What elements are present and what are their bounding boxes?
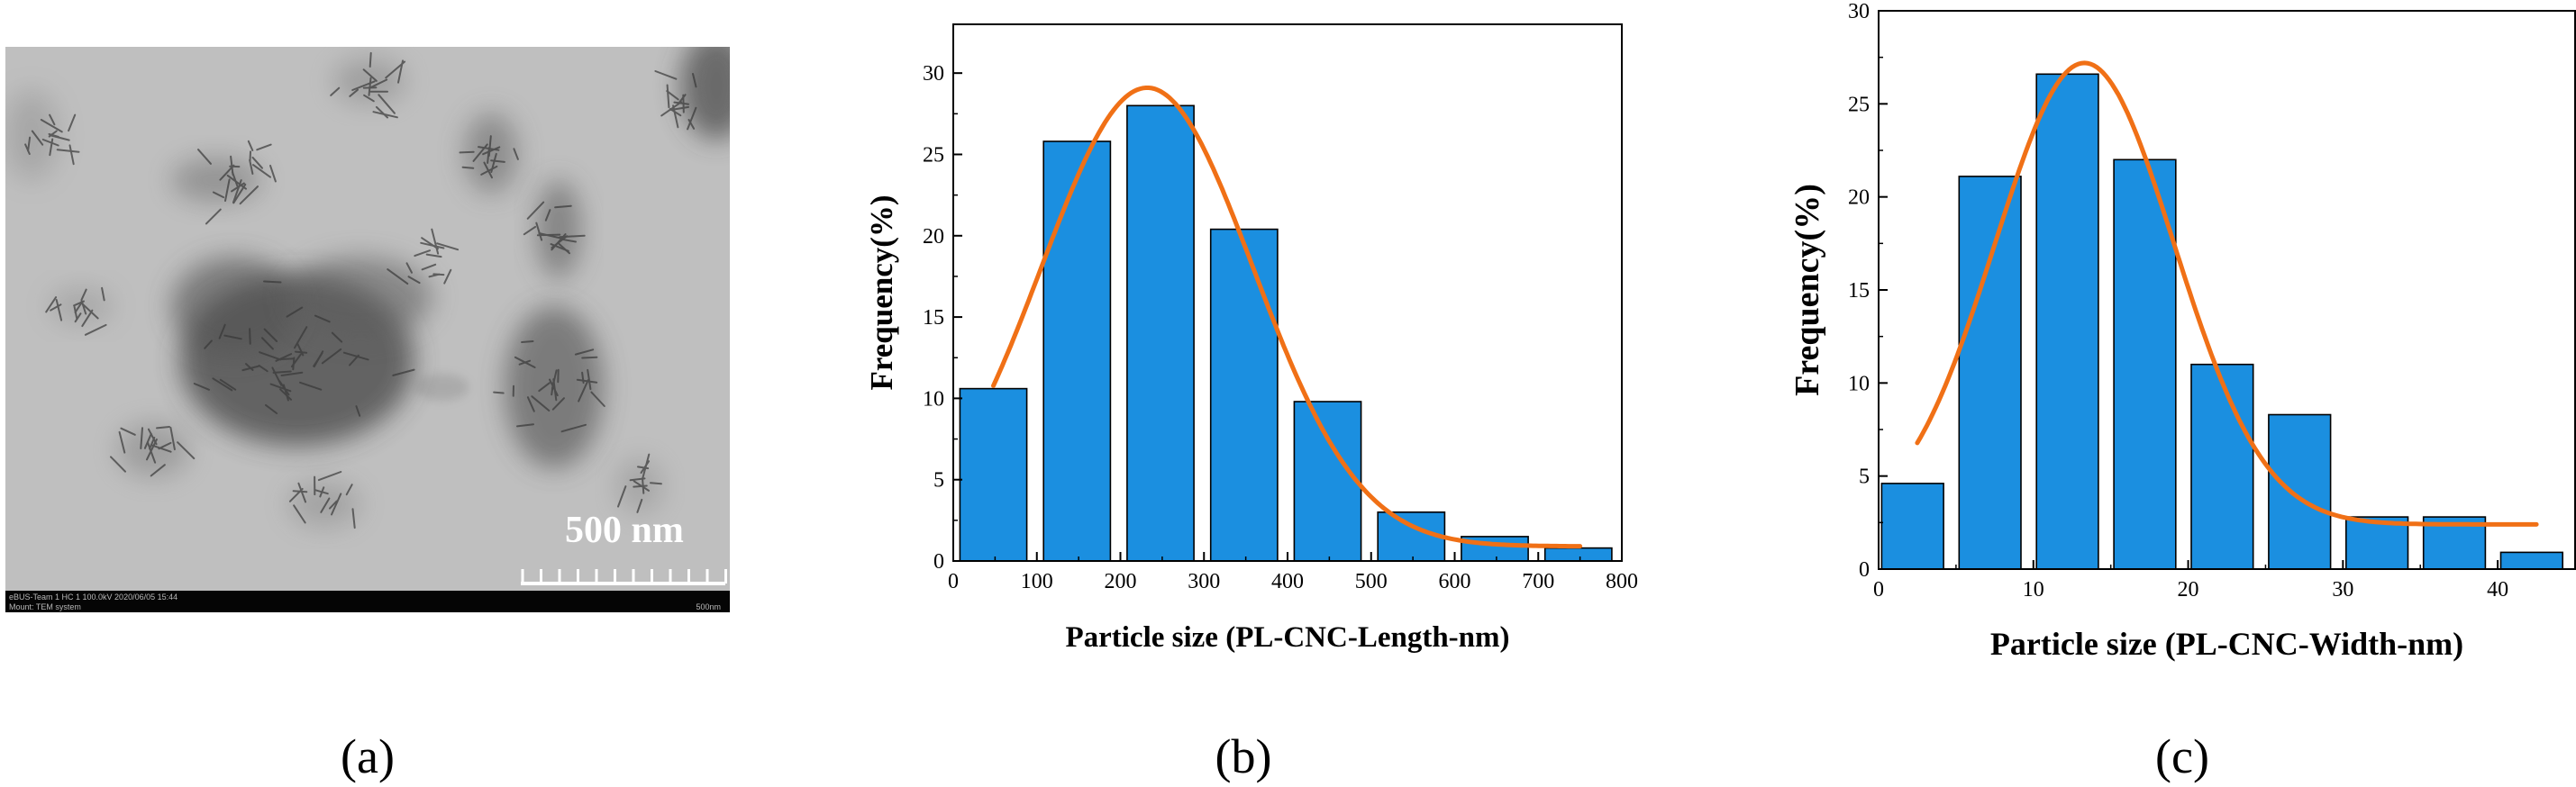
x-tick-label: 0 bbox=[948, 570, 959, 593]
gaussian-fit-curve bbox=[991, 86, 1583, 549]
x-tick-label: 500 bbox=[1355, 570, 1388, 593]
histogram-bar-3 bbox=[1126, 104, 1195, 562]
y-tick-label: 20 bbox=[1848, 186, 1870, 210]
y-tick-label: 0 bbox=[1859, 558, 1870, 582]
y-tick-label: 5 bbox=[1859, 466, 1870, 489]
footer-info-line1: eBUS-Team 1 HC 1 100.0kV 2020/06/05 15:4… bbox=[9, 593, 177, 602]
histogram-bar-4 bbox=[1209, 228, 1279, 562]
x-tick-label: 0 bbox=[1873, 578, 1884, 602]
scale-bar: 500 nm bbox=[521, 510, 727, 585]
x-tick-label: 600 bbox=[1439, 570, 1471, 593]
y-tick-label: 15 bbox=[923, 306, 944, 330]
histogram-bar-4 bbox=[2113, 158, 2177, 570]
y-tick-label: 25 bbox=[923, 143, 944, 167]
histogram-bar-5 bbox=[1293, 401, 1362, 562]
histogram-bar-3 bbox=[2035, 73, 2099, 570]
x-tick-label: 400 bbox=[1271, 570, 1304, 593]
length-histogram-chart: 0 100 200 300 400 500 600 700 800 0 5 10 15 20 25 30 Par… bbox=[864, 23, 1638, 654]
panel-label-c: (c) bbox=[2155, 729, 2209, 783]
y-tick-label: 0 bbox=[933, 550, 944, 574]
width-histogram-chart: 0 10 20 30 40 0 5 10 15 20 25 30 Particle size (PL-C… bbox=[1789, 0, 2576, 662]
x-axis-title: Particle size (PL-CNC-Length-nm) bbox=[1065, 621, 1509, 654]
histogram-bar-2 bbox=[1958, 176, 2022, 570]
y-axis-title: Frequency(%) bbox=[864, 194, 899, 390]
y-tick-label: 30 bbox=[923, 62, 944, 86]
micrograph-footer: eBUS-Team 1 HC 1 100.0kV 2020/06/05 15:4… bbox=[5, 591, 730, 612]
histogram-bar-1 bbox=[959, 387, 1028, 562]
x-tick-label: 200 bbox=[1105, 570, 1137, 593]
histogram-bar-1 bbox=[1880, 483, 1944, 570]
panel-label-a: (a) bbox=[341, 729, 395, 783]
y-tick-label: 10 bbox=[1848, 372, 1870, 395]
x-tick-label: 300 bbox=[1188, 570, 1220, 593]
x-tick-label: 30 bbox=[2332, 578, 2353, 602]
footer-info-line2: Mount: TEM system bbox=[9, 602, 81, 611]
y-tick-label: 20 bbox=[923, 225, 944, 249]
histogram-bars bbox=[1880, 73, 2563, 570]
x-axis-title: Particle size (PL-CNC-Width-nm) bbox=[1990, 626, 2463, 662]
y-tick-label: 10 bbox=[923, 387, 944, 411]
y-tick-label: 5 bbox=[933, 469, 944, 493]
y-tick-label: 30 bbox=[1848, 0, 1870, 23]
x-tick-label: 10 bbox=[2023, 578, 2044, 602]
histogram-bars bbox=[959, 104, 1613, 562]
y-tick-label: 15 bbox=[1848, 279, 1870, 303]
histogram-bar-9 bbox=[2499, 551, 2563, 570]
x-tick-label: 800 bbox=[1606, 570, 1638, 593]
histogram-bar-6 bbox=[2268, 413, 2332, 570]
x-tick-label: 20 bbox=[2178, 578, 2199, 602]
footer-scale-text: 500nm bbox=[696, 602, 721, 611]
x-tick-label: 100 bbox=[1021, 570, 1053, 593]
tem-micrograph: 500 nm eBUS-Team 1 HC 1 100.0kV 2020/06/… bbox=[5, 47, 730, 612]
y-tick-label: 25 bbox=[1848, 93, 1870, 116]
x-tick-label: 700 bbox=[1522, 570, 1554, 593]
y-axis-title: Frequency(%) bbox=[1789, 184, 1826, 396]
histogram-bar-7 bbox=[2345, 516, 2409, 570]
histogram-bar-2 bbox=[1042, 140, 1112, 562]
scale-bar-label: 500 nm bbox=[565, 510, 684, 551]
histogram-bar-8 bbox=[1543, 547, 1613, 562]
gaussian-fit-curve bbox=[1915, 60, 2539, 527]
panel-label-b: (b) bbox=[1215, 729, 1272, 783]
histogram-bar-5 bbox=[2190, 363, 2254, 570]
x-tick-label: 40 bbox=[2487, 578, 2508, 602]
